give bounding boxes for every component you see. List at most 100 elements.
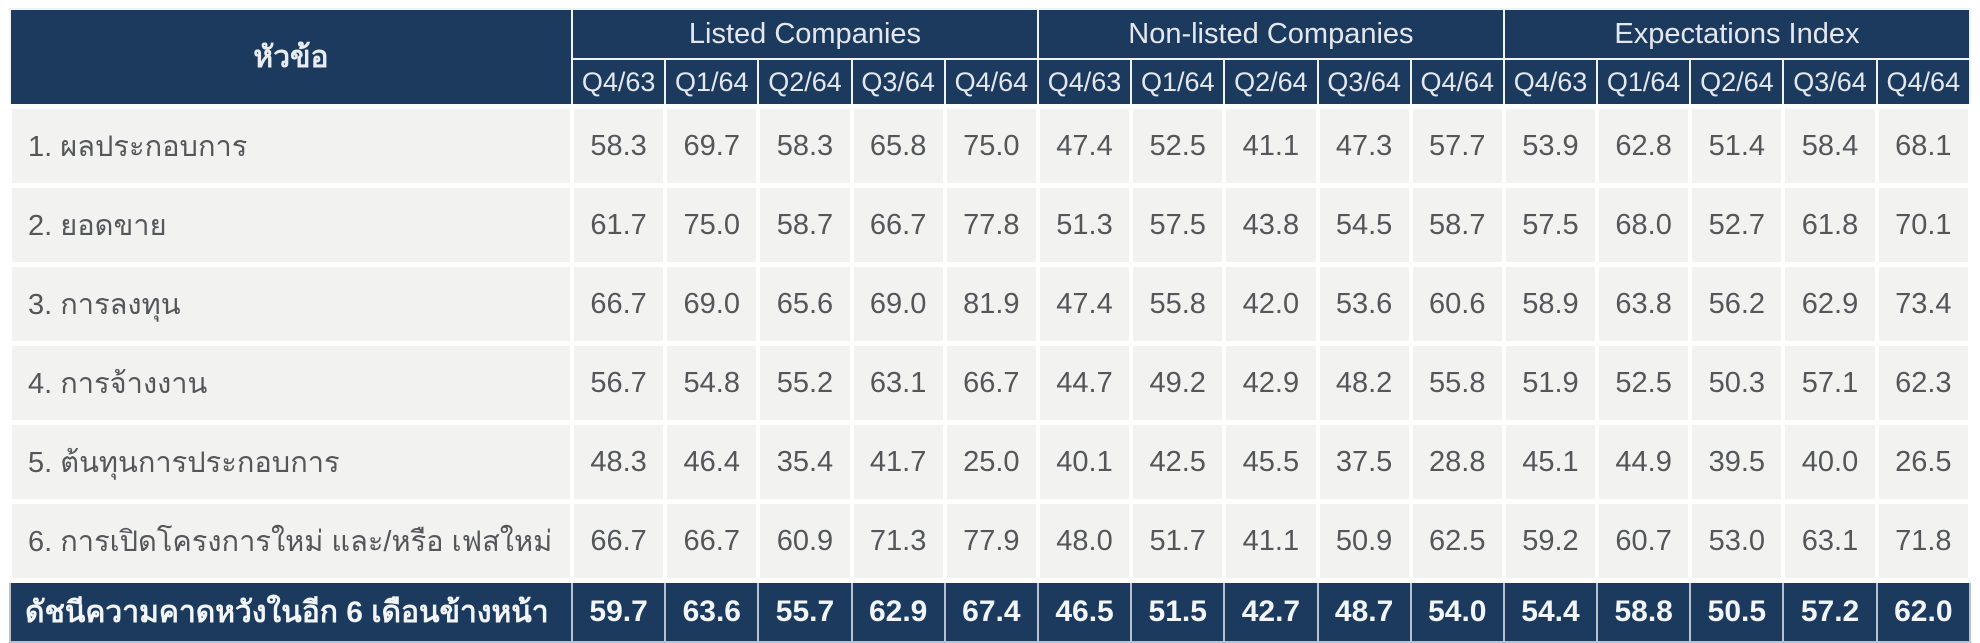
quarter-header: Q1/64 <box>664 58 760 108</box>
table-row: 1. ผลประกอบการ 58.3 69.7 58.3 65.8 75.0 47.4 52… <box>8 104 1973 188</box>
data-cell: 53.9 <box>1501 104 1600 188</box>
quarter-header: Q4/64 <box>1409 58 1505 108</box>
quarter-header: Q4/64 <box>943 58 1039 108</box>
data-cell: 60.7 <box>1595 499 1693 583</box>
quarter-header: Q1/64 <box>1596 58 1692 108</box>
data-cell: 69.7 <box>663 104 761 188</box>
quarter-header: Q4/63 <box>1502 58 1599 108</box>
quarter-header: Q1/64 <box>1130 58 1226 108</box>
table-row: 2. ยอดขาย 61.7 75.0 58.7 66.7 77.8 51.3 57.5 43.… <box>8 183 1973 267</box>
row-label: 1. ผลประกอบการ <box>8 104 574 188</box>
data-cell: 41.1 <box>1222 104 1320 188</box>
data-cell: 52.5 <box>1595 341 1693 425</box>
data-cell: 51.4 <box>1688 104 1786 188</box>
data-cell: 75.0 <box>942 104 1040 188</box>
data-cell: 40.1 <box>1035 420 1134 504</box>
data-cell: 61.8 <box>1781 183 1879 267</box>
quarter-header: Q3/64 <box>850 58 946 108</box>
data-cell: 55.8 <box>1408 341 1506 425</box>
data-cell: 60.6 <box>1408 262 1506 346</box>
data-cell: 48.2 <box>1315 341 1413 425</box>
data-cell: 44.7 <box>1035 341 1134 425</box>
data-cell: 73.4 <box>1874 262 1973 346</box>
data-cell: 51.9 <box>1501 341 1600 425</box>
data-cell: 63.1 <box>1781 499 1879 583</box>
data-cell: 65.6 <box>756 262 854 346</box>
data-cell: 45.5 <box>1222 420 1320 504</box>
data-cell: 69.0 <box>849 262 947 346</box>
data-cell: 58.3 <box>756 104 854 188</box>
group-header-listed-companies: Listed Companies <box>571 8 1039 60</box>
data-cell: 40.0 <box>1781 420 1879 504</box>
data-cell: 49.2 <box>1129 341 1227 425</box>
data-cell: 62.8 <box>1595 104 1693 188</box>
data-cell: 68.1 <box>1874 104 1973 188</box>
data-cell: 54.8 <box>663 341 761 425</box>
data-cell: 81.9 <box>942 262 1040 346</box>
table-header: หัวข้อ Listed Companies Non-listed Compa… <box>9 8 1972 108</box>
table-row: 5. ต้นทุนการประกอบการ 48.3 46.4 35.4 41.7 25.… <box>8 420 1973 504</box>
summary-cell: 54.0 <box>1409 579 1505 643</box>
data-cell: 48.0 <box>1035 499 1134 583</box>
data-cell: 55.2 <box>756 341 854 425</box>
summary-cell: 48.7 <box>1316 579 1412 643</box>
data-cell: 77.9 <box>942 499 1040 583</box>
table-row: 6. การเปิดโครงการใหม่ และ/หรือ เฟสใหม่ 66… <box>8 499 1973 583</box>
data-cell: 57.5 <box>1501 183 1600 267</box>
data-cell: 58.4 <box>1781 104 1879 188</box>
data-cell: 58.7 <box>1408 183 1506 267</box>
data-cell: 71.3 <box>849 499 947 583</box>
data-cell: 35.4 <box>756 420 854 504</box>
data-cell: 62.3 <box>1874 341 1973 425</box>
data-cell: 53.0 <box>1688 499 1786 583</box>
summary-cell: 59.7 <box>570 579 667 643</box>
quarter-header: Q3/64 <box>1316 58 1412 108</box>
table-row: 3. การลงทุน 66.7 69.0 65.6 69.0 81.9 47.4 55.8 4… <box>8 262 1973 346</box>
row-label: 6. การเปิดโครงการใหม่ และ/หรือ เฟสใหม่ <box>8 499 574 583</box>
data-cell: 66.7 <box>569 499 668 583</box>
data-cell: 42.9 <box>1222 341 1320 425</box>
summary-cell: 63.6 <box>664 579 760 643</box>
data-cell: 47.4 <box>1035 104 1134 188</box>
data-cell: 51.3 <box>1035 183 1134 267</box>
data-cell: 28.8 <box>1408 420 1506 504</box>
data-cell: 57.1 <box>1781 341 1879 425</box>
data-cell: 60.9 <box>756 499 854 583</box>
group-header-row: หัวข้อ Listed Companies Non-listed Compa… <box>9 8 1972 108</box>
summary-cell: 62.0 <box>1875 579 1972 643</box>
data-cell: 47.4 <box>1035 262 1134 346</box>
quarter-header: Q2/64 <box>757 58 853 108</box>
summary-cell: 67.4 <box>943 579 1039 643</box>
summary-cell: 57.2 <box>1782 579 1878 643</box>
row-label: 5. ต้นทุนการประกอบการ <box>8 420 574 504</box>
data-cell: 54.5 <box>1315 183 1413 267</box>
data-cell: 58.9 <box>1501 262 1600 346</box>
data-cell: 65.8 <box>849 104 947 188</box>
summary-row: ดัชนีความคาดหวังในอีก 6 เดือนข้างหน้า 59… <box>9 579 1972 643</box>
data-cell: 44.9 <box>1595 420 1693 504</box>
summary-cell: 55.7 <box>757 579 853 643</box>
table-row: 4. การจ้างงาน 56.7 54.8 55.2 63.1 66.7 44.7 49.… <box>8 341 1973 425</box>
row-label: 2. ยอดขาย <box>8 183 574 267</box>
data-cell: 55.8 <box>1129 262 1227 346</box>
summary-cell: 54.4 <box>1502 579 1599 643</box>
data-cell: 52.7 <box>1688 183 1786 267</box>
data-cell: 25.0 <box>942 420 1040 504</box>
data-cell: 26.5 <box>1874 420 1973 504</box>
data-cell: 41.1 <box>1222 499 1320 583</box>
data-cell: 61.7 <box>569 183 668 267</box>
data-cell: 51.7 <box>1129 499 1227 583</box>
data-cell: 75.0 <box>663 183 761 267</box>
table-body: 1. ผลประกอบการ 58.3 69.7 58.3 65.8 75.0 47.4 52… <box>8 104 1973 583</box>
quarter-header: Q4/64 <box>1875 58 1972 108</box>
data-cell: 43.8 <box>1222 183 1320 267</box>
group-header-non-listed-companies: Non-listed Companies <box>1036 8 1505 60</box>
data-cell: 58.7 <box>756 183 854 267</box>
data-cell: 42.0 <box>1222 262 1320 346</box>
data-cell: 70.1 <box>1874 183 1973 267</box>
data-cell: 59.2 <box>1501 499 1600 583</box>
data-cell: 47.3 <box>1315 104 1413 188</box>
data-cell: 56.7 <box>569 341 668 425</box>
data-cell: 68.0 <box>1595 183 1693 267</box>
data-cell: 77.8 <box>942 183 1040 267</box>
